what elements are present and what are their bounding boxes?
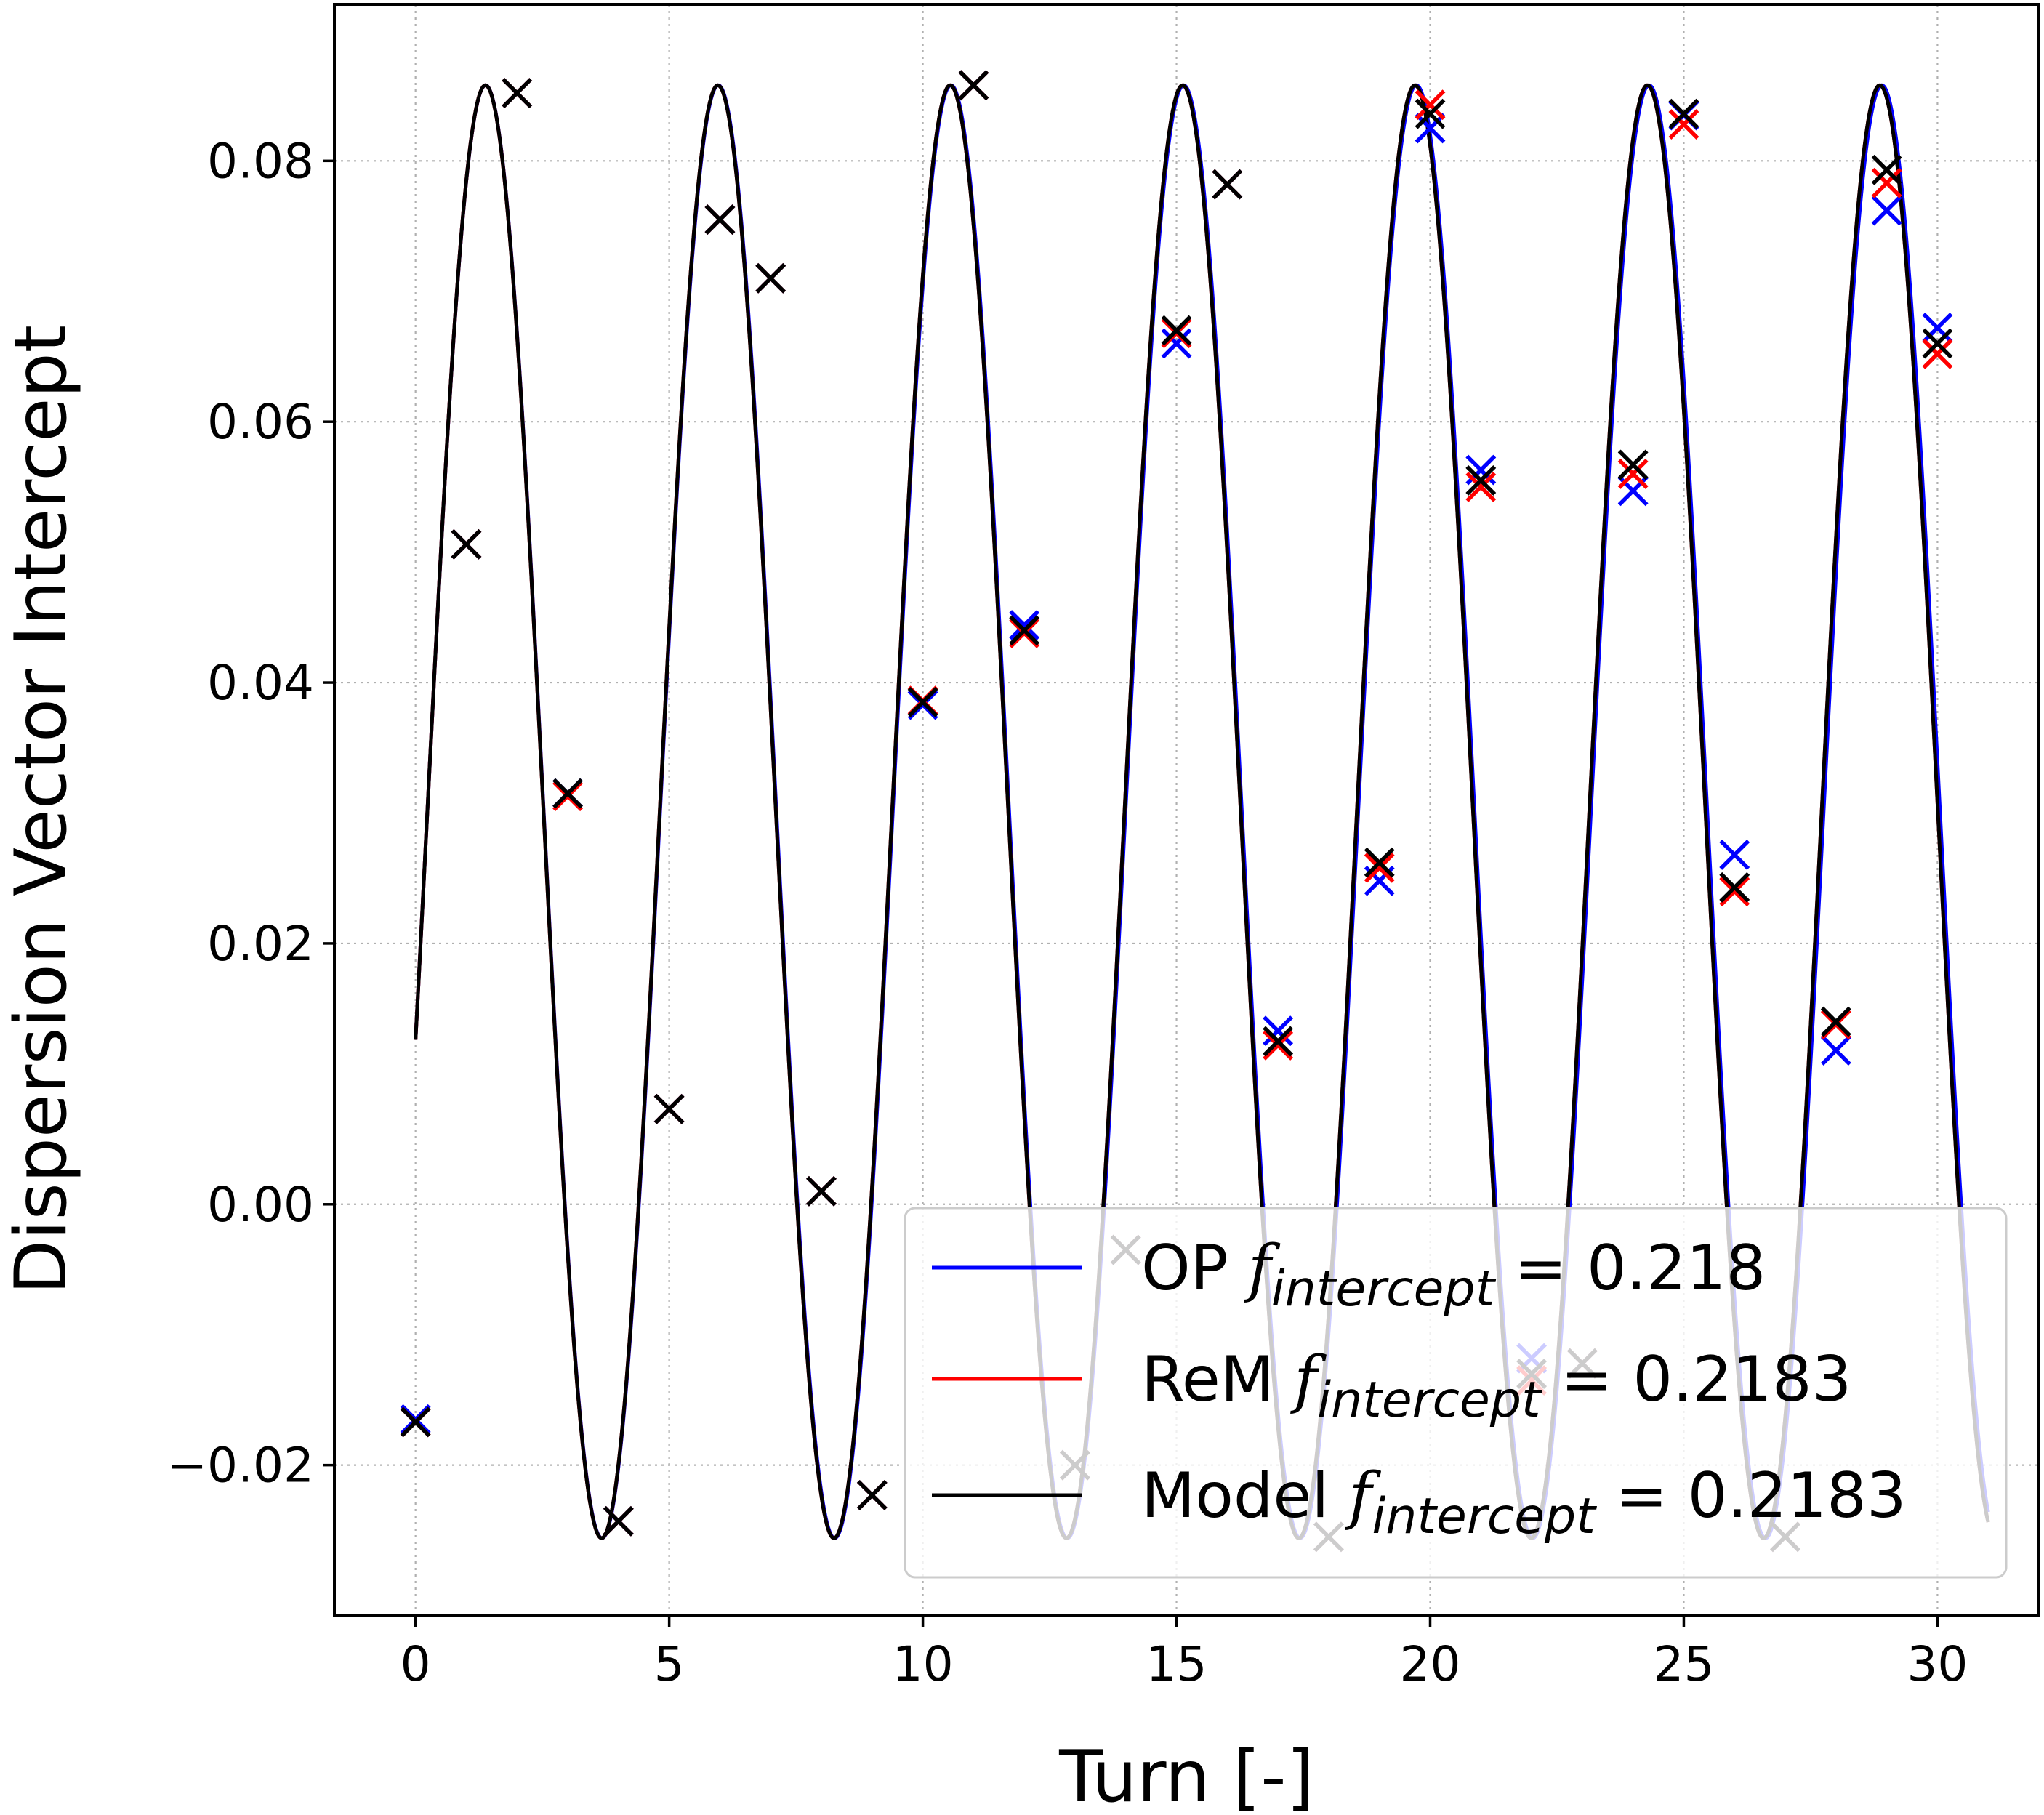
legend-box	[904, 1207, 2008, 1579]
legend-entry-op: OP fintercept = 0.218	[932, 1232, 1766, 1318]
data-point	[653, 1093, 685, 1124]
legend-label: OP fintercept = 0.218	[1141, 1232, 1766, 1318]
y-tick-label: 0.08	[207, 133, 314, 189]
data-point	[1668, 98, 1699, 129]
data-point	[1364, 847, 1395, 878]
y-tick-label: 0.02	[207, 916, 314, 972]
model-curves	[414, 83, 1990, 1540]
data-point	[1212, 169, 1243, 200]
data-point	[1415, 98, 1446, 129]
x-axis: 0 5 10 15 20 25 30	[401, 1615, 1968, 1692]
data-point	[907, 687, 938, 717]
data-point	[1009, 610, 1040, 641]
legend-label: Model fintercept = 0.2183	[1141, 1460, 1907, 1545]
data-point	[1719, 876, 1750, 907]
data-point	[1871, 167, 1902, 198]
data-point	[1922, 338, 1953, 369]
data-point	[1668, 109, 1699, 140]
data-point	[1415, 113, 1446, 144]
plot-frame	[333, 3, 2040, 1617]
data-point	[1871, 154, 1902, 185]
data-point	[1263, 1026, 1294, 1057]
data-point	[958, 70, 989, 101]
data-point	[1161, 315, 1192, 346]
data-point	[1820, 1035, 1851, 1066]
x-tick-label: 0	[401, 1636, 431, 1692]
data-point	[400, 1406, 431, 1438]
data-point	[1871, 195, 1902, 226]
data-point	[1415, 89, 1446, 121]
legend: OP fintercept = 0.218 ReM fintercept = 0.…	[904, 1207, 2008, 1579]
x-tick-label: 25	[1653, 1636, 1714, 1692]
data-point	[502, 78, 533, 108]
data-point	[1922, 328, 1953, 359]
x-tick-label: 10	[893, 1636, 954, 1692]
data-point	[704, 204, 736, 236]
x-axis-title: Turn [-]	[1058, 1736, 1314, 1815]
data-point	[552, 778, 583, 809]
data-point	[1617, 449, 1649, 480]
data-point	[1465, 471, 1497, 502]
legend-label: ReM fintercept = 0.2183	[1141, 1343, 1851, 1429]
data-point	[1263, 1015, 1294, 1047]
data-point	[603, 1505, 634, 1537]
y-tick-label: 0.06	[207, 394, 314, 450]
model-line-model	[414, 83, 1990, 1540]
data-point	[1719, 839, 1750, 870]
data-point	[755, 262, 786, 294]
data-point	[1161, 328, 1192, 359]
data-point	[856, 1479, 888, 1510]
x-tick-label: 15	[1146, 1636, 1207, 1692]
data-point	[1617, 459, 1649, 489]
y-tick-label: 0.04	[207, 655, 314, 711]
data-point	[1263, 1029, 1294, 1061]
data-point	[1820, 1006, 1851, 1037]
x-tick-label: 20	[1400, 1636, 1461, 1692]
data-point	[1364, 852, 1395, 883]
data-point	[1009, 615, 1040, 646]
y-axis-title: Dispersion Vector Intercept	[0, 325, 83, 1295]
y-axis: −0.02 0.00 0.02 0.04 0.06 0.08	[167, 133, 334, 1494]
data-point	[451, 528, 482, 560]
y-tick-label: −0.02	[167, 1438, 314, 1494]
legend-entry-rem: ReM fintercept = 0.2183	[932, 1343, 1851, 1429]
x-tick-label: 30	[1907, 1636, 1968, 1692]
data-point	[1465, 464, 1497, 496]
data-point	[806, 1175, 837, 1207]
x-tick-label: 5	[654, 1636, 685, 1692]
data-point	[1719, 872, 1750, 903]
legend-entry-model: Model fintercept = 0.2183	[932, 1460, 1907, 1545]
y-tick-label: 0.00	[207, 1177, 314, 1233]
